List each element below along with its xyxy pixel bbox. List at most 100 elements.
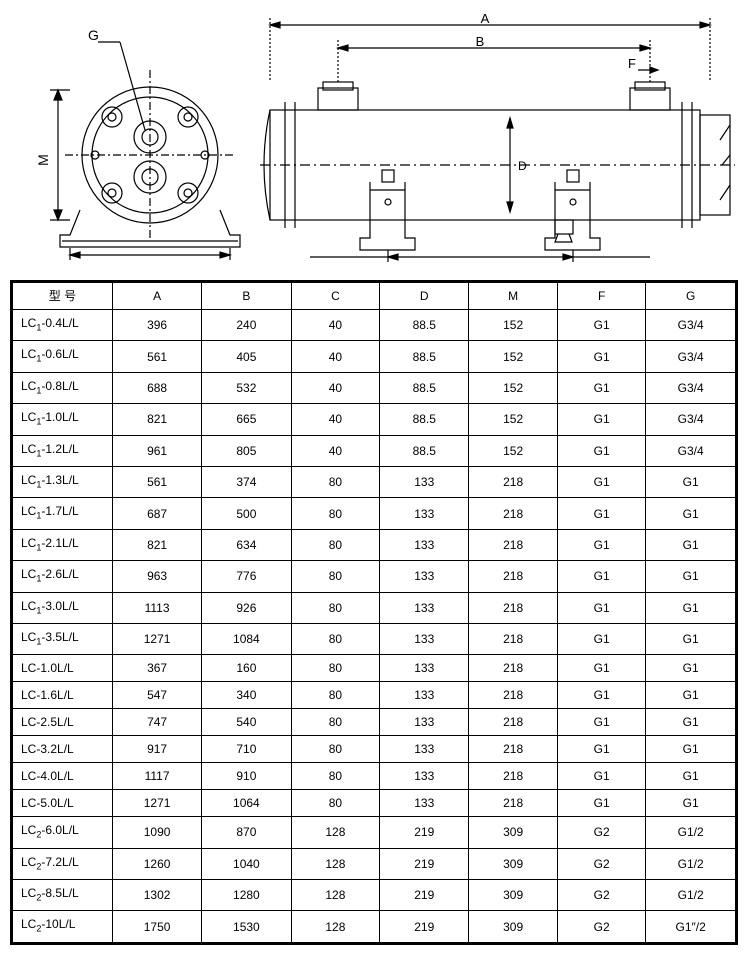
cell-model: LC-4.0L/L <box>13 763 113 790</box>
cell-model: LC1-0.4L/L <box>13 310 113 341</box>
table-row: LC1-1.7L/L68750080133218G1G1 <box>13 498 736 529</box>
svg-text:F: F <box>628 56 636 71</box>
cell-value: 665 <box>202 404 291 435</box>
col-M: M <box>469 283 558 310</box>
cell-value: 240 <box>202 310 291 341</box>
table-row: LC1-1.3L/L56137480133218G1G1 <box>13 466 736 497</box>
cell-value: 133 <box>380 655 469 682</box>
table-row: LC2-6.0L/L1090870128219309G2G1/2 <box>13 817 736 848</box>
cell-model: LC1-2.1L/L <box>13 529 113 560</box>
cell-value: G1 <box>557 466 645 497</box>
table-row: LC1-0.4L/L3962404088.5152G1G3/4 <box>13 310 736 341</box>
col-D: D <box>380 283 469 310</box>
cell-value: 219 <box>380 848 469 879</box>
cell-value: 133 <box>380 763 469 790</box>
cell-value: G3/4 <box>646 341 736 372</box>
col-B: B <box>202 283 291 310</box>
table-row: LC2-8.5L/L13021280128219309G2G1/2 <box>13 880 736 911</box>
cell-model: LC1-2.6L/L <box>13 561 113 592</box>
cell-value: 309 <box>469 817 558 848</box>
cell-value: 80 <box>291 592 380 623</box>
cell-value: 80 <box>291 561 380 592</box>
cell-value: 309 <box>469 848 558 879</box>
cell-value: 80 <box>291 709 380 736</box>
col-model: 型 号 <box>13 283 113 310</box>
cell-value: 88.5 <box>380 341 469 372</box>
cell-value: G1 <box>557 498 645 529</box>
svg-text:M: M <box>35 154 51 166</box>
table-row: LC1-1.2L/L9618054088.5152G1G3/4 <box>13 435 736 466</box>
table-row: LC-2.5L/L74754080133218G1G1 <box>13 709 736 736</box>
cell-value: 128 <box>291 880 380 911</box>
cell-value: 821 <box>112 529 201 560</box>
cell-value: 547 <box>112 682 201 709</box>
cell-value: G1 <box>557 529 645 560</box>
cell-value: G1 <box>646 561 736 592</box>
cell-value: 963 <box>112 561 201 592</box>
cell-value: 218 <box>469 790 558 817</box>
cell-model: LC1-3.5L/L <box>13 623 113 654</box>
cell-value: G1 <box>557 709 645 736</box>
table-row: LC-4.0L/L111791080133218G1G1 <box>13 763 736 790</box>
cell-value: G1/2 <box>646 848 736 879</box>
table-row: LC1-3.5L/L1271108480133218G1G1 <box>13 623 736 654</box>
dim-M: M <box>35 90 70 220</box>
table-row: LC-3.2L/L91771080133218G1G1 <box>13 736 736 763</box>
cell-value: 747 <box>112 709 201 736</box>
cell-value: G1 <box>646 763 736 790</box>
dimension-table: 型 号 A B C D M F G LC1-0.4L/L3962404088.5… <box>12 282 736 943</box>
cell-value: 133 <box>380 682 469 709</box>
table-row: LC2-7.2L/L12601040128219309G2G1/2 <box>13 848 736 879</box>
table-row: LC1-0.8L/L6885324088.5152G1G3/4 <box>13 372 736 403</box>
cell-value: 688 <box>112 372 201 403</box>
cell-model: LC2-6.0L/L <box>13 817 113 848</box>
cell-value: 500 <box>202 498 291 529</box>
cell-value: 1271 <box>112 790 201 817</box>
cell-value: 88.5 <box>380 372 469 403</box>
cell-value: 133 <box>380 498 469 529</box>
cell-value: G1″/2 <box>646 911 736 942</box>
cell-value: 405 <box>202 341 291 372</box>
cell-value: 88.5 <box>380 404 469 435</box>
cell-value: G1/2 <box>646 817 736 848</box>
col-A: A <box>112 283 201 310</box>
cell-value: 910 <box>202 763 291 790</box>
cell-value: 152 <box>469 310 558 341</box>
cell-value: 152 <box>469 404 558 435</box>
cell-model: LC1-1.2L/L <box>13 435 113 466</box>
col-C: C <box>291 283 380 310</box>
cell-model: LC-1.6L/L <box>13 682 113 709</box>
cell-value: 687 <box>112 498 201 529</box>
table-row: LC1-2.6L/L96377680133218G1G1 <box>13 561 736 592</box>
cell-value: 80 <box>291 498 380 529</box>
cell-value: 1260 <box>112 848 201 879</box>
cell-value: 218 <box>469 736 558 763</box>
cell-value: 40 <box>291 341 380 372</box>
cell-value: 218 <box>469 655 558 682</box>
cell-value: G1 <box>557 655 645 682</box>
cell-value: G1 <box>557 682 645 709</box>
table-row: LC1-2.1L/L82163480133218G1G1 <box>13 529 736 560</box>
cell-value: 634 <box>202 529 291 560</box>
cell-value: G2 <box>557 848 645 879</box>
cell-value: 219 <box>380 817 469 848</box>
cell-model: LC-1.0L/L <box>13 655 113 682</box>
cell-value: G3/4 <box>646 372 736 403</box>
cell-value: 1064 <box>202 790 291 817</box>
side-view <box>260 82 735 250</box>
cell-value: 218 <box>469 623 558 654</box>
label-G: G <box>88 27 145 130</box>
cell-value: 1113 <box>112 592 201 623</box>
cell-value: 40 <box>291 404 380 435</box>
cell-value: G1 <box>646 498 736 529</box>
cell-value: G1 <box>646 709 736 736</box>
engineering-diagram: M G <box>10 10 738 270</box>
cell-value: 1040 <box>202 848 291 879</box>
cell-value: G1 <box>646 529 736 560</box>
cell-value: 367 <box>112 655 201 682</box>
cell-value: G3/4 <box>646 310 736 341</box>
col-G: G <box>646 283 736 310</box>
cell-value: 80 <box>291 763 380 790</box>
cell-value: 926 <box>202 592 291 623</box>
cell-value: 218 <box>469 529 558 560</box>
